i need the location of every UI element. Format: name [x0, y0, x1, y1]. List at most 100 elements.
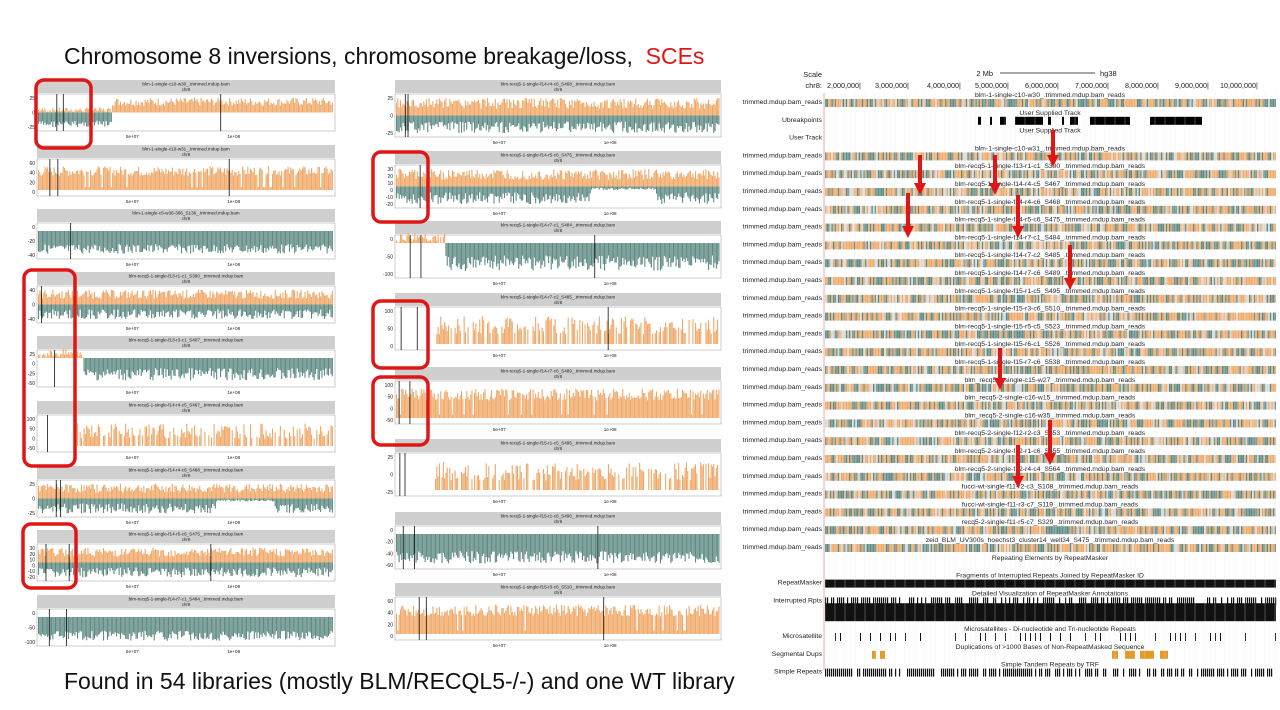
panel-y-tick: 0 — [32, 190, 35, 196]
panel-y-tick: -20 — [386, 202, 393, 208]
panel-x-tick: 1e+08 — [227, 199, 240, 204]
ucsc-track: blm-recq5-1-single-f13-r1-c1_S390_.trimm… — [743, 163, 1276, 179]
track-center-label: Fragments of Interrupted Repeats Joined … — [956, 573, 1144, 580]
ucsc-browser: Scale chr8: 2 Mb hg38 2,000,000| 3,000,000| 4,… — [743, 69, 1277, 677]
track-center-label: blm-recq5-1-single-f15-r6-c1_S526_.trimm… — [955, 341, 1146, 348]
panel-x-tick: 5e+07 — [126, 520, 139, 525]
panel-signal — [396, 232, 720, 271]
ucsc-track: blm_recq5-2-single-c16-w35_.trimmed.mdup… — [743, 412, 1276, 428]
panel-y-tick: 50 — [387, 395, 393, 401]
position-label: 3,000,000| — [875, 81, 909, 90]
title-highlight: SCEs — [645, 43, 705, 69]
panel-y-tick: -25 — [28, 371, 35, 377]
panel-chrom: chr8 — [554, 87, 563, 92]
assembly-label: hg38 — [1100, 69, 1117, 78]
panel-y-tick: -10 — [386, 195, 393, 201]
track-left-label: User Track — [789, 135, 822, 142]
track-left-label: Interrupted Rpts — [773, 597, 822, 604]
panel-title: blm-1-single-c5-w36-386_S136_.trimmed.md… — [132, 211, 239, 216]
panel-header — [395, 80, 721, 93]
panel-y-tick: -50 — [28, 381, 35, 387]
panel-header — [395, 439, 721, 452]
cnv-panel: blm-recq5-1-single-f14-r7-c2_S485_.trimm… — [385, 293, 722, 358]
highlight-box — [371, 299, 430, 370]
ucsc-track: blm-recq5-1-single-f14-r4-c5_S467_.trimm… — [743, 181, 1276, 196]
ucsc-track: User Supplied Track User Track — [789, 128, 1081, 142]
panel-x-tick: 5e+07 — [493, 140, 506, 145]
panel-x-tick: 5e+07 — [126, 390, 139, 395]
panel-header — [37, 530, 335, 543]
panel-x-tick: 1e+08 — [227, 262, 240, 267]
panel-y-tick: 30 — [29, 546, 35, 552]
ucsc-track: blm-recq5-1-single-f14-r4-c6_S468_.trimm… — [743, 199, 1276, 214]
panel-y-tick: 100 — [385, 383, 394, 389]
cnv-panel: blm-1-single-c10-w31_.trimmed.mdup.bamch… — [29, 145, 336, 204]
cnv-panel: blm-1-single-c10-w30_.trimmed.mdup.bamch… — [28, 80, 336, 139]
cnv-panel: blm-recq5-1-single-f13-r1-c1_S390_.trimm… — [28, 272, 336, 331]
cnv-panel: blm-recq5-1-single-f14-r7-c6_S489_.trimm… — [385, 367, 722, 432]
panel-y-tick: 0 — [390, 528, 393, 534]
panel-title: blm-recq5-1-single-f15-r1-c6_S496_.trimm… — [501, 514, 616, 519]
panel-x-tick: 5e+07 — [126, 199, 139, 204]
ucsc-track: blm-recq5-1-single-f15-r5-c5_S523_.trimm… — [743, 323, 1276, 339]
panel-x-tick: 1e+08 — [227, 390, 240, 395]
panel-header — [395, 512, 721, 525]
panel-y-tick: 0 — [32, 362, 35, 368]
panel-y-tick: 10 — [387, 181, 393, 187]
panel-signal — [38, 617, 333, 641]
panel-y-tick: -40 — [28, 253, 35, 259]
position-label: 9,000,000| — [1175, 81, 1209, 90]
panel-y-tick: 50 — [29, 427, 35, 433]
chrom-label: chr8: — [805, 81, 822, 90]
panel-y-tick: 25 — [29, 96, 35, 102]
panel-y-tick: -50 — [28, 446, 35, 452]
panel-signal — [436, 316, 719, 344]
track-center-label: blm-recq5-1-single-f14-r4-c5_S467_.trimm… — [955, 181, 1146, 188]
panel-x-tick: 5e+07 — [126, 326, 139, 331]
panel-y-tick: 0 — [390, 188, 393, 194]
panel-y-tick: 0 — [390, 634, 393, 640]
track-left-label: Ubreakpoints — [782, 117, 823, 124]
ucsc-track: blm-1-single-c10-w30_.trimmed.mdup.bam_r… — [743, 92, 1276, 107]
track-center-label: Simple Tandem Repeats by TRF — [1001, 662, 1099, 669]
panel-y-tick: -25 — [28, 511, 35, 517]
panel-y-tick: 100 — [27, 417, 36, 423]
panel-x-tick: 5e+07 — [493, 499, 506, 504]
ucsc-track: fucci-wt-single-f11-r2-c3_S108_.trimmed.… — [743, 484, 1276, 499]
cnv-panel: blm-recq5-1-single-f14-r7-c1_S484_.trimm… — [383, 221, 722, 286]
panel-x-tick: 5e+07 — [126, 262, 139, 267]
cnv-panel: blm-recq5-1-single-f15-r3-c6_S510_.trimm… — [387, 583, 722, 648]
cnv-panel: blm-recq5-1-single-f14-r7-c1_S484_.trimm… — [25, 595, 336, 654]
panel-y-tick: 25 — [387, 96, 393, 102]
panel-x-tick: 1e+08 — [227, 584, 240, 589]
ucsc-track: blm-recq5-1-single-f15-r6-c1_S526_.trimm… — [743, 341, 1276, 357]
panel-y-tick: 20 — [387, 174, 393, 180]
panel-y-tick: -50 — [386, 255, 393, 261]
panel-header — [395, 221, 721, 234]
track-center-label: zeid_BLM_UV300s_hoechst3_cluster14_well3… — [926, 537, 1175, 544]
track-left-label: trimmed.mdup.bam_reads — [743, 241, 823, 248]
panel-chrom: chr8 — [554, 590, 563, 595]
track-center-label: Microsatellites - Di-nucleotide and Tri-… — [964, 626, 1136, 633]
ucsc-track: Duplications of >1000 Bases of Non-Repea… — [772, 644, 1168, 659]
panel-y-tick: -25 — [386, 131, 393, 137]
position-label: 2,000,000| — [827, 81, 861, 90]
track-left-label: trimmed.mdup.bam_reads — [743, 402, 823, 409]
cnv-panel: blm-1-single-c5-w36-386_S136_.trimmed.md… — [28, 209, 336, 267]
track-left-label: trimmed.mdup.bam_reads — [743, 419, 823, 426]
panel-title: blm-recq5-1-single-f14-r4-c6_S468_.trimm… — [129, 468, 244, 473]
red-arrow — [1012, 195, 1024, 238]
red-arrow — [914, 155, 926, 195]
panel-chrom: chr8 — [182, 216, 191, 221]
panel-title: blm-recq5-1-single-f14-r5-c6_S475_.trimm… — [129, 532, 244, 537]
panel-y-tick: 0 — [390, 406, 393, 412]
track-left-label: RepeatMasker — [778, 580, 823, 587]
ucsc-track: zeid_BLM_UV300s_hoechst3_cluster14_well3… — [743, 537, 1276, 552]
red-arrow — [994, 348, 1006, 390]
panel-signal — [396, 534, 720, 564]
ucsc-track: blm-recq5-1-single-f15-r3-c6_S510_.trimm… — [743, 306, 1276, 321]
panel-x-tick: 5e+07 — [493, 643, 506, 648]
cnv-panel: blm-recq5-1-single-f15-r1-c5_S495_.trimm… — [386, 439, 722, 504]
panel-y-tick: 0 — [32, 611, 35, 617]
panel-y-tick: -50 — [386, 418, 393, 424]
